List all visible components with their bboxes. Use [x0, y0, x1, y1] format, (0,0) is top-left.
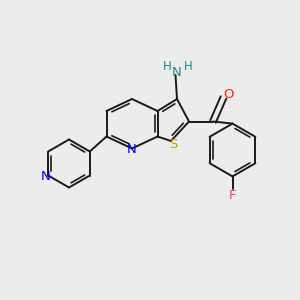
Text: H: H	[184, 60, 193, 73]
Text: N: N	[40, 169, 50, 183]
Text: F: F	[229, 189, 236, 202]
Text: H: H	[163, 60, 172, 73]
Text: S: S	[169, 138, 177, 151]
Text: N: N	[172, 65, 182, 79]
Text: O: O	[224, 88, 234, 101]
Text: N: N	[127, 142, 137, 156]
